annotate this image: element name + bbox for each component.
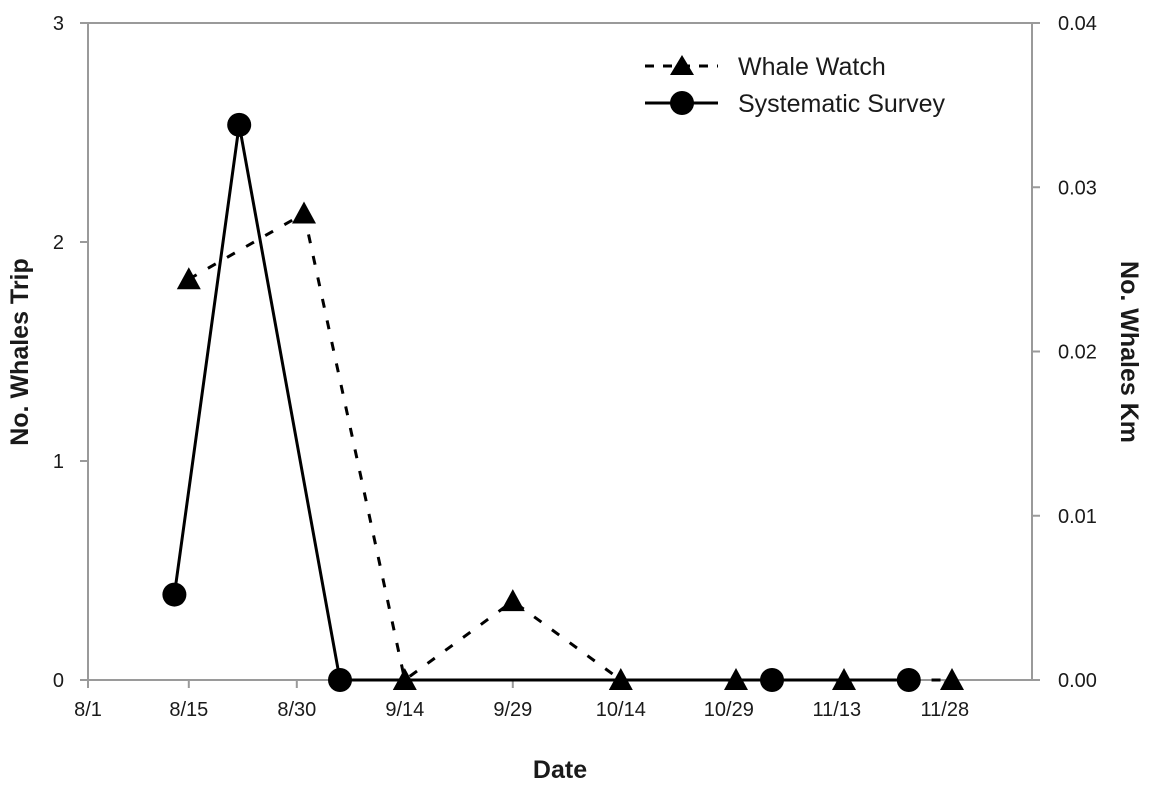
left-y-axis-ticks: 0 1 2 3	[53, 13, 88, 692]
x-tick-label: 9/14	[385, 699, 424, 721]
whale-watch-point	[292, 201, 316, 224]
left-y-tick-label: 2	[53, 232, 64, 254]
legend: Whale Watch Systematic Survey	[645, 53, 946, 118]
x-axis-title: Date	[533, 756, 587, 784]
left-y-tick-label: 3	[53, 13, 64, 35]
right-y-tick-label: 0.01	[1058, 506, 1097, 528]
systematic-survey-point	[227, 112, 252, 137]
legend-systematic-survey-label: Systematic Survey	[738, 90, 946, 118]
x-tick-label: 10/14	[596, 699, 646, 721]
left-y-axis-title: No. Whales Trip	[6, 258, 34, 446]
right-y-tick-label: 0.04	[1058, 13, 1097, 35]
x-tick-label: 11/28	[921, 699, 970, 721]
legend-whale-watch-marker	[670, 55, 694, 75]
systematic-survey-point	[328, 668, 352, 692]
systematic-survey-point	[760, 668, 784, 692]
x-tick-label: 11/13	[813, 699, 862, 721]
x-tick-label: 8/1	[74, 699, 102, 721]
legend-whale-watch-label: Whale Watch	[738, 53, 886, 81]
right-y-tick-label: 0.02	[1058, 342, 1097, 364]
left-y-tick-label: 1	[53, 451, 64, 473]
systematic-survey-line	[172, 123, 909, 682]
x-tick-label: 10/29	[704, 699, 754, 721]
x-tick-label: 8/30	[277, 699, 316, 721]
whale-watch-line	[188, 212, 952, 682]
series-layer	[162, 112, 964, 692]
right-y-tick-label: 0.00	[1058, 670, 1097, 692]
x-tick-label: 8/15	[169, 699, 208, 721]
systematic-survey-point	[896, 668, 921, 692]
whale-watch-point	[176, 267, 201, 290]
legend-systematic-survey-marker	[670, 91, 694, 115]
systematic-survey-point	[162, 582, 187, 607]
whale-watch-point	[940, 668, 964, 690]
right-y-axis-title: No. Whales Km	[1115, 261, 1143, 443]
x-tick-label: 9/29	[493, 699, 532, 721]
left-y-tick-label: 0	[53, 670, 64, 692]
right-y-tick-label: 0.03	[1058, 177, 1097, 199]
whale-watch-point	[500, 589, 525, 612]
right-y-axis-ticks: 0.00 0.01 0.02 0.03 0.04	[1032, 13, 1097, 692]
